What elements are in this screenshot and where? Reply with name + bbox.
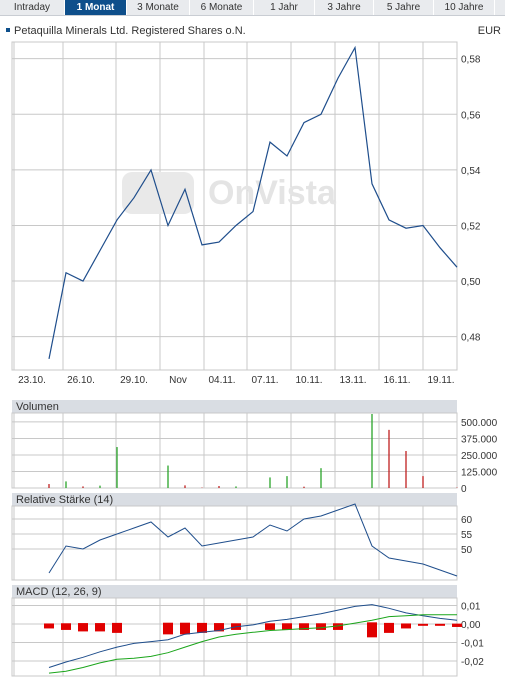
price-x-tick: 19.11. bbox=[427, 375, 454, 386]
macd-histogram-bar bbox=[265, 623, 275, 630]
macd-y-tick: 0,01 bbox=[461, 601, 481, 612]
volume-y-tick: 250.000 bbox=[461, 451, 498, 462]
chart-header: Petaquilla Minerals Ltd. Registered Shar… bbox=[0, 22, 505, 40]
macd-histogram-bar bbox=[401, 623, 411, 629]
price-x-tick: 13.11. bbox=[339, 375, 366, 386]
rsi-panel-title: Relative Stärke (14) bbox=[16, 494, 113, 506]
macd-histogram-bar bbox=[163, 622, 173, 635]
tab-1-jahr[interactable]: 1 Jahr bbox=[254, 0, 315, 15]
macd-histogram-bar bbox=[112, 622, 122, 633]
tab-10-jahre[interactable]: 10 Jahre bbox=[434, 0, 495, 15]
macd-histogram-bar bbox=[214, 623, 224, 632]
price-y-tick: 0,58 bbox=[461, 55, 481, 66]
macd-y-tick: -0,01 bbox=[461, 639, 484, 650]
rsi-panel bbox=[11, 505, 458, 581]
price-x-tick: 07.11. bbox=[251, 375, 278, 386]
macd-panel-title: MACD (12, 26, 9) bbox=[16, 586, 102, 598]
tab-3-monate[interactable]: 3 Monate bbox=[127, 0, 190, 15]
macd-panel-header bbox=[12, 585, 457, 598]
macd-signal-line bbox=[48, 614, 457, 674]
price-x-tick: 10.11. bbox=[295, 375, 322, 386]
rsi-series-line bbox=[48, 503, 458, 577]
macd-histogram-bar bbox=[435, 623, 445, 626]
chart-area: 0,58 0,56 0,54 0,52 0,50 0,48 OnVista 23.10. 26.… bbox=[11, 41, 498, 677]
tab-6-monate[interactable]: 6 Monate bbox=[190, 0, 254, 15]
macd-histogram-bar bbox=[333, 623, 343, 630]
price-x-tick: Nov bbox=[169, 375, 187, 386]
volume-y-tick: 125.000 bbox=[461, 467, 498, 478]
rsi-y-tick: 60 bbox=[461, 515, 473, 526]
volume-panel-title: Volumen bbox=[16, 401, 59, 413]
macd-histogram-bar bbox=[384, 622, 394, 633]
price-y-tick: 0,48 bbox=[461, 333, 481, 344]
tab-intraday[interactable]: Intraday bbox=[0, 0, 65, 15]
volume-y-tick: 0 bbox=[461, 484, 467, 495]
tab-1-monat[interactable]: 1 Monat bbox=[65, 0, 127, 15]
volume-panel bbox=[11, 412, 458, 489]
currency-label: EUR bbox=[477, 25, 501, 37]
macd-histogram-bar bbox=[61, 623, 71, 630]
period-tabs: Intraday 1 Monat 3 Monate 6 Monate 1 Jah… bbox=[0, 0, 505, 16]
macd-y-tick: 0,00 bbox=[461, 620, 481, 631]
price-y-tick: 0,56 bbox=[461, 110, 481, 121]
price-x-tick: 16.11. bbox=[383, 375, 410, 386]
rsi-y-tick: 55 bbox=[461, 530, 473, 541]
macd-histogram-bar bbox=[180, 622, 190, 635]
macd-histogram-bar bbox=[78, 623, 88, 632]
macd-panel bbox=[11, 597, 458, 677]
volume-panel-header bbox=[12, 400, 457, 413]
price-x-tick: 23.10. bbox=[18, 375, 46, 386]
macd-y-tick: -0,02 bbox=[461, 657, 484, 668]
macd-histogram-bar bbox=[95, 623, 105, 632]
volume-y-tick: 500.000 bbox=[461, 418, 498, 429]
macd-histogram-bar bbox=[299, 623, 309, 630]
rsi-y-tick: 50 bbox=[461, 545, 473, 556]
watermark-text: OnVista bbox=[208, 174, 337, 212]
rsi-panel-header bbox=[12, 493, 457, 506]
macd-histogram-bar bbox=[282, 623, 292, 630]
macd-histogram-bar bbox=[316, 623, 326, 630]
macd-line bbox=[48, 604, 458, 668]
price-x-tick: 04.11. bbox=[208, 375, 235, 386]
volume-y-tick: 375.000 bbox=[461, 434, 498, 445]
macd-histogram-bar bbox=[452, 623, 462, 627]
price-y-tick: 0,50 bbox=[461, 277, 481, 288]
tab-5-jahre[interactable]: 5 Jahre bbox=[374, 0, 434, 15]
macd-histogram-bar bbox=[44, 623, 54, 629]
price-y-tick: 0,54 bbox=[461, 166, 481, 177]
macd-histogram-bar bbox=[418, 623, 428, 626]
macd-histogram-bar bbox=[367, 622, 377, 638]
price-x-tick: 26.10. bbox=[67, 375, 95, 386]
price-x-tick: 29.10. bbox=[120, 375, 148, 386]
macd-histogram-bar bbox=[197, 622, 207, 633]
price-series-line bbox=[48, 45, 458, 360]
price-y-tick: 0,52 bbox=[461, 221, 481, 232]
instrument-title: Petaquilla Minerals Ltd. Registered Shar… bbox=[6, 25, 246, 37]
tab-3-jahre[interactable]: 3 Jahre bbox=[315, 0, 374, 15]
